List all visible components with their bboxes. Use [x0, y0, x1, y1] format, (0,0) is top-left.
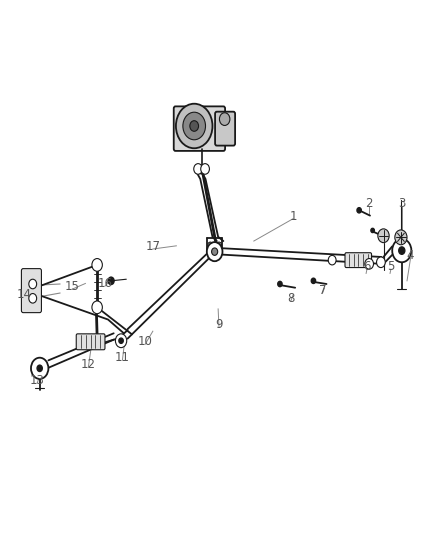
Text: 14: 14: [17, 288, 32, 301]
Circle shape: [278, 281, 282, 287]
Circle shape: [392, 239, 411, 262]
FancyBboxPatch shape: [345, 253, 371, 268]
Circle shape: [183, 112, 205, 140]
FancyBboxPatch shape: [21, 269, 42, 313]
Circle shape: [190, 120, 198, 131]
FancyBboxPatch shape: [174, 107, 225, 151]
Text: 1: 1: [289, 209, 297, 223]
Circle shape: [92, 301, 102, 314]
Circle shape: [116, 334, 127, 348]
Circle shape: [328, 255, 336, 265]
Circle shape: [395, 230, 407, 245]
Circle shape: [357, 208, 361, 213]
Circle shape: [201, 164, 209, 174]
Text: 6: 6: [363, 260, 371, 273]
Text: 5: 5: [387, 260, 395, 273]
Circle shape: [212, 248, 218, 255]
Circle shape: [29, 294, 37, 303]
Circle shape: [208, 242, 213, 248]
Text: 12: 12: [81, 358, 96, 370]
Text: 17: 17: [145, 240, 160, 253]
Circle shape: [194, 164, 202, 174]
Circle shape: [219, 113, 230, 125]
Text: 8: 8: [287, 292, 294, 305]
Circle shape: [216, 242, 222, 248]
Circle shape: [119, 338, 123, 343]
Circle shape: [29, 279, 37, 289]
Circle shape: [207, 242, 223, 261]
Text: 4: 4: [407, 249, 414, 262]
Circle shape: [92, 259, 102, 271]
Circle shape: [311, 278, 316, 284]
FancyBboxPatch shape: [76, 334, 105, 350]
Circle shape: [378, 229, 389, 243]
Text: 7: 7: [319, 284, 326, 297]
Circle shape: [399, 247, 405, 254]
Text: 11: 11: [115, 351, 130, 364]
Text: 9: 9: [215, 318, 223, 332]
Text: 15: 15: [64, 280, 79, 293]
Text: 2: 2: [365, 197, 373, 211]
Text: 3: 3: [398, 197, 406, 211]
Circle shape: [371, 228, 374, 232]
FancyBboxPatch shape: [215, 112, 235, 146]
Circle shape: [176, 104, 212, 148]
Circle shape: [37, 365, 42, 372]
Circle shape: [377, 257, 385, 268]
Circle shape: [365, 259, 374, 269]
Text: 13: 13: [30, 374, 45, 387]
Circle shape: [31, 358, 48, 379]
Circle shape: [211, 249, 219, 259]
Text: 10: 10: [138, 335, 152, 348]
Circle shape: [108, 277, 114, 285]
Text: 16: 16: [98, 277, 113, 290]
